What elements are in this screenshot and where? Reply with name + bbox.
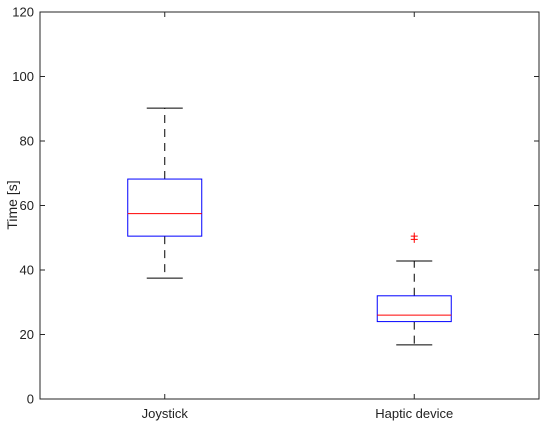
- box-series: [127, 107, 452, 346]
- y-axis-label: Time [s]: [4, 180, 20, 229]
- outlier-marker: [410, 232, 418, 240]
- y-tick-label: 120: [12, 5, 34, 20]
- plot-area: [39, 11, 540, 400]
- x-tick-label: Haptic device: [375, 406, 453, 421]
- x-tick-label: Joystick: [142, 406, 189, 421]
- box-joystick: [127, 107, 203, 279]
- y-tick-label: 0: [27, 392, 34, 407]
- y-tick-label: 80: [20, 134, 34, 149]
- y-axis: 0 20 40 60 80 100 120: [12, 5, 539, 407]
- iqr-box: [376, 295, 452, 323]
- y-tick-label: 100: [12, 69, 34, 84]
- box-haptic-device: [376, 232, 452, 346]
- x-axis: Joystick Haptic device: [142, 12, 453, 421]
- y-tick-label: 40: [20, 263, 34, 278]
- y-tick-label: 20: [20, 327, 34, 342]
- y-tick-label: 60: [20, 198, 34, 213]
- iqr-box: [127, 178, 203, 237]
